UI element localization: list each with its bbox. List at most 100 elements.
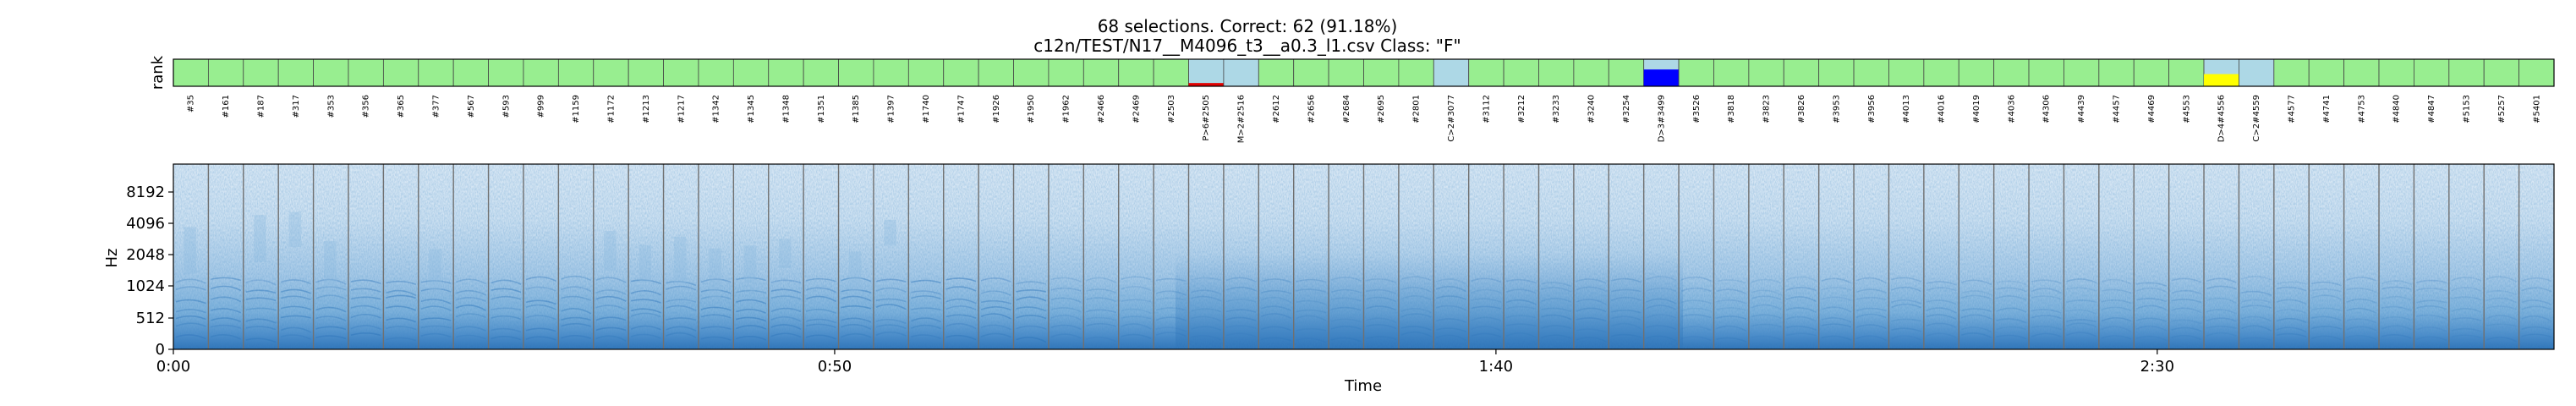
harmonic-streak (2101, 299, 2132, 304)
harmonic-streak (875, 319, 907, 325)
harmonic-streak (770, 315, 802, 322)
harmonic-streak (875, 298, 907, 303)
harmonic-streak (2135, 325, 2168, 332)
time-tick-label: 2:30 (2140, 358, 2174, 376)
harmonic-streak (315, 335, 347, 340)
harmonic-streak (280, 305, 311, 310)
frequency-tick-label: 2048 (126, 246, 165, 264)
harmonic-streak (630, 333, 661, 339)
harmonic-streak (491, 279, 522, 285)
harmonic-streak (1610, 296, 1642, 302)
harmonic-streak (1716, 299, 1747, 304)
harmonic-streak (1541, 298, 1572, 303)
harmonic-streak (2381, 325, 2412, 331)
selection-label: #2656 (1307, 95, 1316, 123)
harmonic-streak (2521, 326, 2552, 332)
harmonic-streak (945, 298, 977, 304)
harmonic-streak (1296, 337, 1327, 343)
harmonic-streak (420, 288, 452, 293)
harmonic-streak (1821, 296, 1852, 301)
harmonic-streak (1785, 307, 1817, 313)
rank-cell (1468, 58, 1504, 87)
harmonic-streak (350, 304, 381, 311)
harmonic-streak (1400, 313, 1432, 318)
selection-label: #3526 (1692, 95, 1702, 123)
harmonic-streak (2486, 337, 2517, 343)
harmonic-streak (1646, 298, 1677, 304)
harmonic-streak (1926, 322, 1957, 328)
harmonic-streak (175, 322, 206, 327)
harmonic-streak (1155, 307, 1187, 311)
rank-cell (593, 58, 629, 87)
energy-blob (604, 231, 617, 271)
selection-label: M>2#2516 (1237, 95, 1247, 143)
rank-cell (943, 58, 979, 87)
harmonic-streak (595, 316, 627, 321)
harmonic-streak (2171, 326, 2202, 332)
harmonic-streak (736, 299, 767, 304)
harmonic-streak (1366, 305, 1397, 311)
harmonic-streak (736, 325, 767, 330)
rank-cell (2518, 58, 2555, 87)
harmonic-streak (1855, 277, 1887, 284)
harmonic-streak (1576, 278, 1607, 284)
harmonic-streak (945, 277, 977, 283)
harmonic-streak (700, 278, 732, 283)
harmonic-streak (2206, 297, 2237, 304)
harmonic-streak (1155, 316, 1187, 321)
harmonic-streak (1576, 307, 1607, 313)
harmonic-streak (1855, 288, 1887, 294)
selection-label: #3823 (1762, 95, 1772, 123)
harmonic-streak (736, 335, 767, 341)
harmonic-streak (2346, 288, 2377, 294)
harmonic-streak (1961, 308, 1992, 312)
time-ticks: 0:00 0:50 1:40 2:30 (156, 349, 2174, 376)
harmonic-streak (595, 295, 627, 302)
harmonic-streak (770, 307, 802, 313)
harmonic-streak (1576, 299, 1607, 305)
energy-blob (743, 245, 757, 283)
harmonic-streak (911, 334, 942, 340)
harmonic-streak (2101, 306, 2132, 312)
harmonic-streak (561, 286, 592, 293)
harmonic-streak (2276, 326, 2307, 333)
rank-cell (1433, 58, 1470, 87)
rank-cell (243, 58, 279, 87)
harmonic-streak (561, 275, 592, 282)
harmonic-streak (211, 308, 242, 314)
harmonic-streak (1821, 287, 1852, 291)
harmonic-streak (386, 317, 417, 323)
harmonic-streak (700, 295, 732, 300)
selection-label: #1926 (992, 95, 1001, 123)
harmonic-streak (2101, 278, 2132, 285)
harmonic-streak (1191, 277, 1222, 282)
harmonic-streak (281, 315, 311, 319)
harmonic-streak (805, 323, 836, 328)
harmonic-streak (1611, 309, 1642, 314)
rank-cell (2028, 58, 2064, 87)
harmonic-streak (875, 287, 907, 293)
harmonic-streak (1891, 327, 1922, 332)
harmonic-streak (386, 280, 417, 285)
harmonic-streak (1121, 333, 1152, 339)
harmonic-streak (1996, 280, 2027, 286)
harmonic-streak (1471, 288, 1502, 294)
spectrogram (173, 164, 2554, 349)
harmonic-streak (770, 295, 802, 300)
selection-label: #1740 (922, 95, 931, 123)
harmonic-streak (1855, 313, 1887, 319)
harmonic-streak (386, 289, 417, 297)
selection-label: #4741 (2322, 95, 2332, 123)
harmonic-streak (1261, 305, 1292, 311)
harmonic-streak (280, 334, 311, 340)
harmonic-streak (980, 332, 1011, 338)
harmonic-streak (1225, 316, 1257, 322)
harmonic-streak (2031, 279, 2062, 284)
rank-cell (1853, 58, 1889, 87)
harmonic-streak (1891, 335, 1922, 341)
harmonic-streak (1996, 307, 2027, 313)
rank-bar (2204, 74, 2239, 86)
energy-blob (848, 251, 862, 296)
harmonic-streak (1541, 282, 1572, 288)
rank-cell (2378, 58, 2414, 87)
